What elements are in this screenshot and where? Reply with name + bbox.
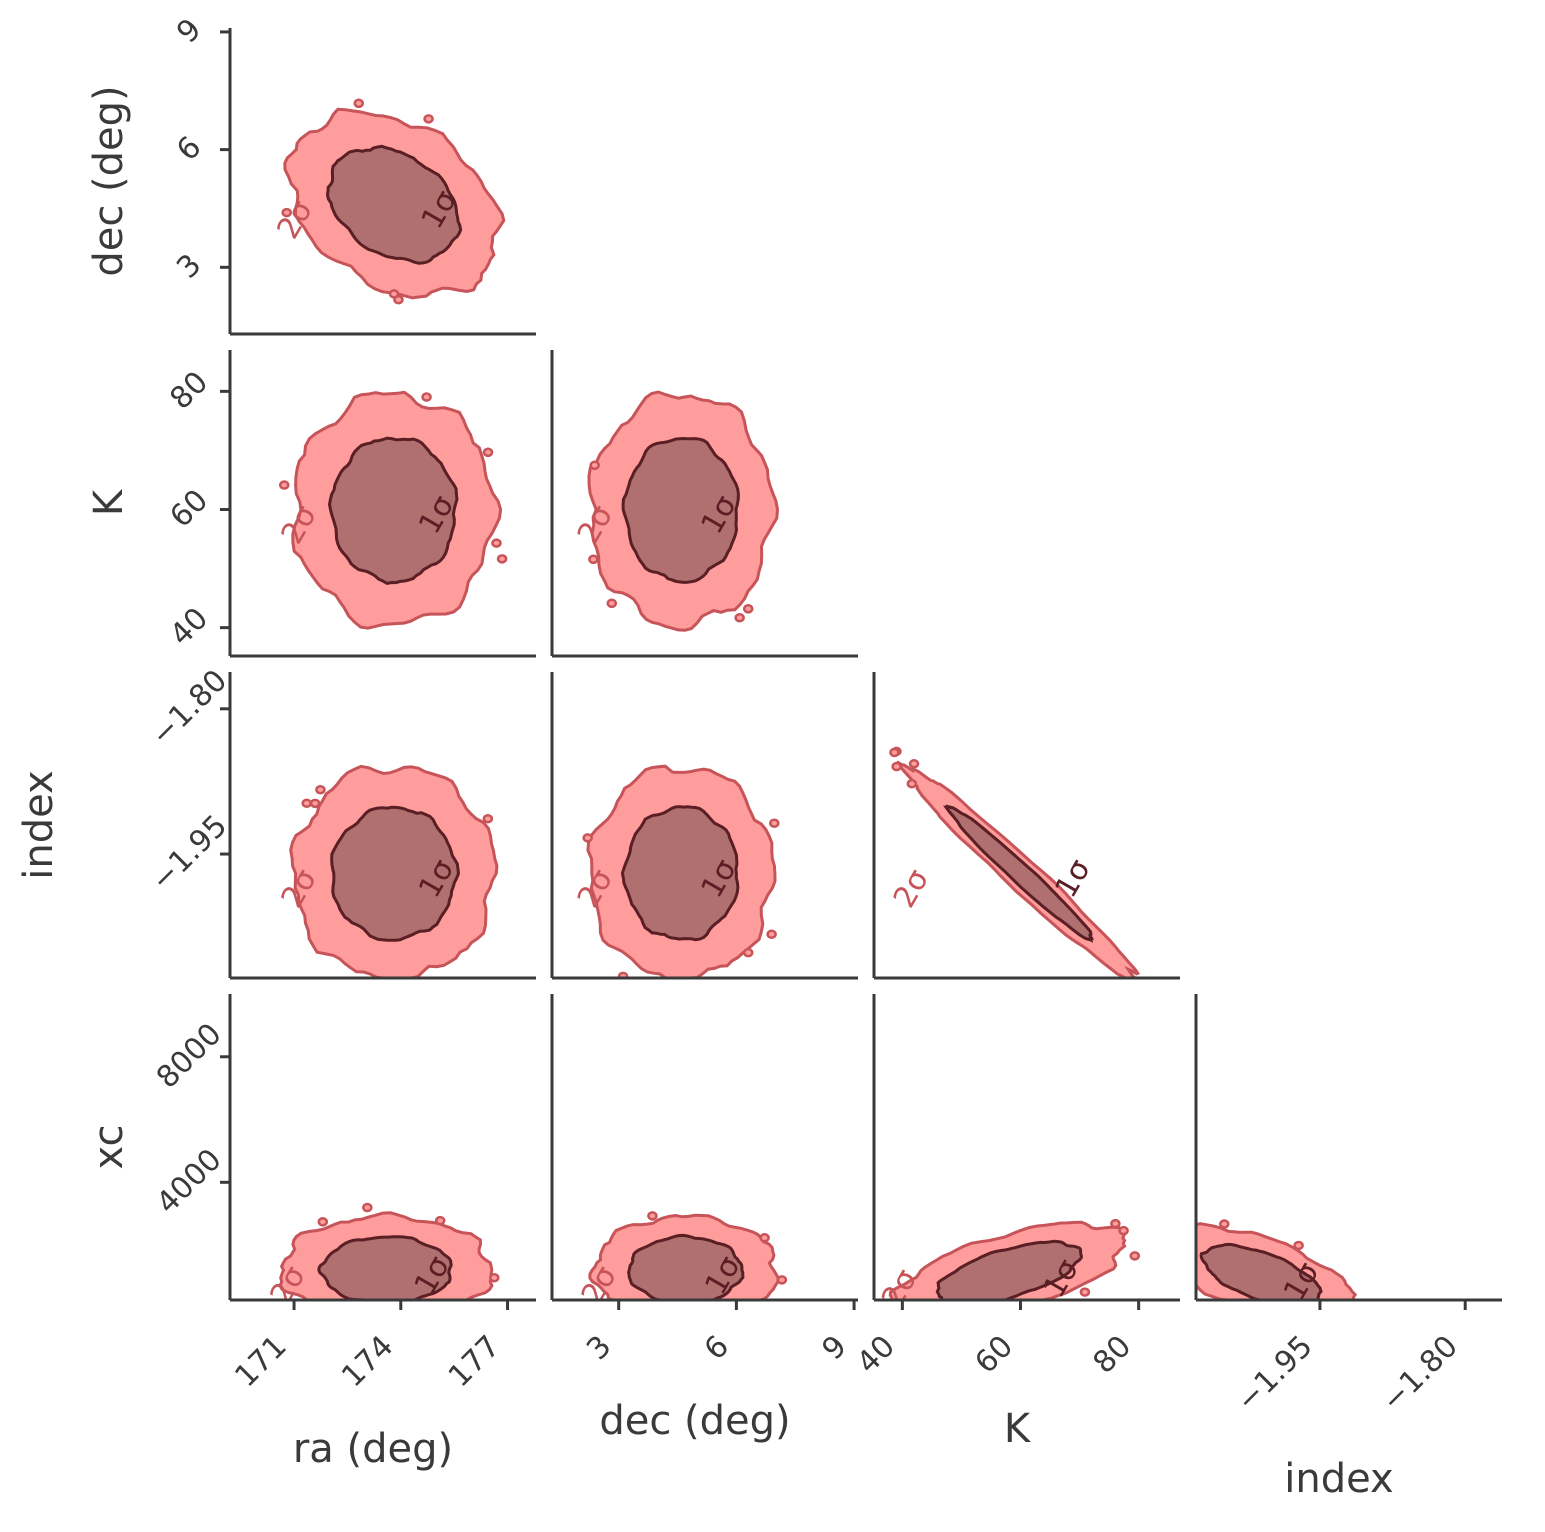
- contour-island: [730, 1320, 738, 1327]
- contour-island: [488, 1272, 500, 1283]
- contour-island: [362, 1202, 373, 1213]
- x-tick-label: 3: [580, 1329, 618, 1367]
- x-tick-label: 60: [968, 1329, 1020, 1381]
- contour-island: [1219, 1219, 1230, 1229]
- contour-island: [582, 833, 593, 843]
- x-axis-title-K: K: [1004, 1406, 1032, 1452]
- y-tick-label: 80: [163, 365, 215, 417]
- contour-island: [734, 612, 745, 623]
- x-tick-label: −1.80: [1375, 1329, 1465, 1419]
- contour-island: [309, 798, 321, 809]
- contour-island: [281, 207, 292, 218]
- x-axis-title-index: index: [1284, 1456, 1393, 1502]
- contour-island: [1118, 1225, 1129, 1236]
- contour-1sigma: [325, 144, 463, 265]
- x-tick-label: 174: [335, 1329, 400, 1394]
- y-tick-label: 9: [170, 12, 208, 50]
- contour-island: [1269, 1322, 1277, 1329]
- x-axis-title-dec: dec (deg): [599, 1398, 790, 1444]
- contour-island: [759, 1233, 770, 1243]
- x-tick-label: 177: [442, 1329, 507, 1394]
- contour-island: [315, 784, 326, 795]
- contour-island: [588, 554, 599, 565]
- y-tick-label: 8000: [150, 1017, 229, 1096]
- contour-island: [647, 1211, 658, 1221]
- contour-island: [929, 1326, 937, 1333]
- contour-1sigma: [620, 805, 740, 942]
- contour-label-2sigma: 2σ: [887, 863, 936, 914]
- contour-island: [889, 747, 900, 758]
- contour-island: [769, 818, 780, 828]
- contour-island: [482, 447, 494, 458]
- contour-label-2sigma: 2σ: [1148, 1266, 1197, 1317]
- contour-island: [1129, 1251, 1141, 1261]
- contour-island: [426, 987, 434, 994]
- x-axis-title-ra: ra (deg): [293, 1426, 453, 1472]
- y-axis-title-K: K: [86, 488, 132, 516]
- contour-island: [776, 1275, 788, 1285]
- contour-island: [434, 1215, 446, 1226]
- x-tick-label: 80: [1087, 1329, 1139, 1381]
- y-tick-label: 60: [163, 483, 215, 535]
- x-tick-label: −1.95: [1230, 1329, 1320, 1419]
- y-tick-label: 4000: [150, 1142, 229, 1221]
- y-axis-title-dec: dec (deg): [86, 85, 132, 276]
- contour-island: [421, 392, 432, 402]
- contour-island: [742, 947, 754, 958]
- contour-1sigma: [943, 804, 1094, 943]
- x-tick-label: 40: [850, 1329, 902, 1381]
- contour-island: [1183, 1283, 1191, 1290]
- contour-island: [496, 554, 508, 564]
- contour-1sigma: [327, 436, 459, 585]
- contour-1sigma: [330, 805, 461, 942]
- y-axis-title-index: index: [16, 770, 62, 879]
- contour-island: [1161, 1238, 1169, 1245]
- contour-island: [278, 480, 290, 490]
- contour-island: [589, 460, 600, 471]
- contour-island: [766, 929, 777, 939]
- contour-island: [491, 538, 502, 548]
- contour-1sigma: [1199, 1242, 1323, 1300]
- contour-1sigma: [621, 436, 740, 584]
- y-tick-label: 3: [170, 247, 208, 285]
- contour-island: [908, 758, 920, 769]
- x-tick-label: 171: [228, 1329, 293, 1394]
- contour-island: [413, 1322, 421, 1329]
- contour-island: [1293, 1240, 1304, 1251]
- contour-island: [906, 778, 918, 789]
- contour-island: [742, 604, 754, 614]
- contour-label-2sigma: 2σ: [875, 1263, 924, 1314]
- contour-island: [353, 98, 364, 109]
- contour-island: [482, 814, 494, 824]
- contour-island: [1110, 1218, 1121, 1229]
- x-tick-label: 9: [815, 1329, 853, 1367]
- contour-1sigma: [935, 1239, 1084, 1300]
- y-axis-title-xc: xc: [86, 1125, 132, 1170]
- contour-island: [317, 1217, 329, 1227]
- x-tick-label: 6: [698, 1329, 736, 1367]
- contour-1sigma: [317, 1235, 453, 1300]
- contour-island: [301, 798, 312, 808]
- contour-island: [606, 598, 618, 609]
- y-tick-label: 40: [163, 601, 215, 653]
- contour-island: [611, 1315, 619, 1322]
- y-tick-label: 6: [170, 130, 208, 168]
- contour-island: [1079, 1287, 1091, 1297]
- contour-island: [388, 289, 400, 299]
- contour-island: [423, 114, 434, 124]
- contour-island: [891, 761, 902, 772]
